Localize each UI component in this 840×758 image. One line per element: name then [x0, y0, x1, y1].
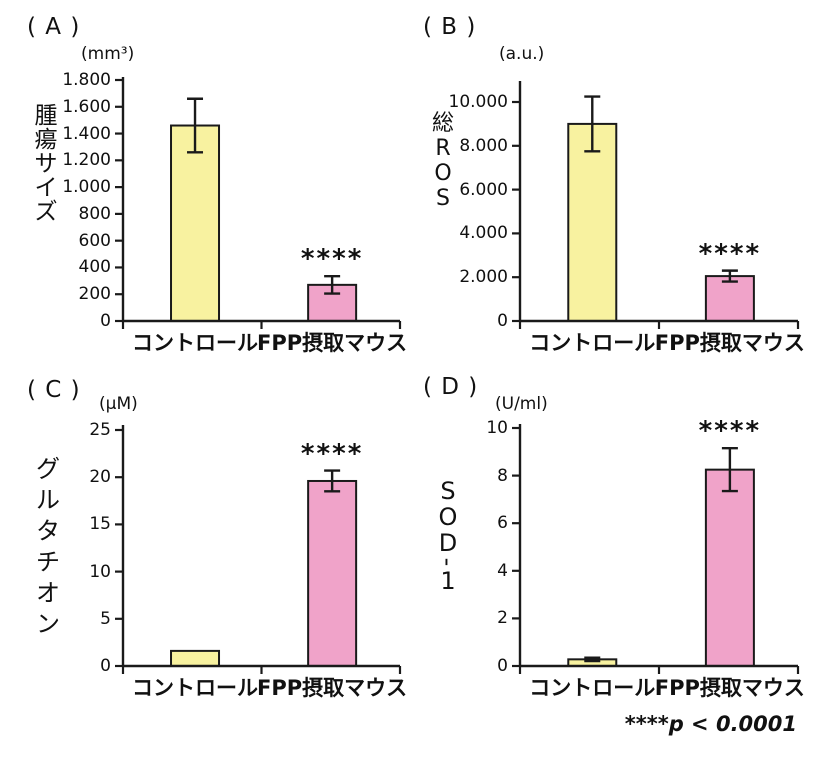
y-tick-label: 4.000	[459, 223, 508, 244]
y-axis-title-char: ズ	[34, 199, 58, 225]
panel-b-label: ( B )	[423, 14, 477, 40]
y-tick-label: 10	[89, 561, 111, 582]
y-tick-label: 25	[89, 420, 111, 440]
panel-c-y-axis-title: グルタチオン	[30, 454, 66, 640]
y-axis-title-char: 総	[431, 111, 454, 136]
y-tick-label: 5	[100, 608, 111, 629]
y-tick-label: 1.800	[62, 70, 111, 90]
y-tick-label: 8.000	[459, 135, 508, 156]
y-axis-title-char: 1	[440, 567, 456, 595]
panel-a-label: ( A )	[27, 14, 81, 40]
significance-footnote: ****p < 0.0001	[624, 712, 797, 736]
y-tick-label: 2.000	[459, 267, 508, 288]
y-axis-title-char: O	[434, 161, 452, 186]
y-tick-label: 8	[497, 465, 508, 486]
panel-d-unit-label: (U/ml)	[495, 394, 548, 414]
y-axis-title-char: D	[438, 529, 458, 557]
category-label-fpp: FPP摂取マウス	[654, 676, 805, 700]
y-axis-title-char: S	[436, 186, 450, 211]
panel-c-unit-label: (μM)	[99, 394, 138, 414]
y-tick-label: 600	[78, 230, 111, 251]
panel-d-label: ( D )	[423, 374, 479, 400]
y-axis-title-char: オ	[36, 579, 60, 607]
panel-c-label: ( C )	[27, 377, 81, 403]
category-label-control: コントロール	[132, 331, 259, 355]
significance-marker: ****	[300, 244, 364, 275]
category-label-control: コントロール	[529, 331, 656, 355]
y-axis-title-char: R	[435, 136, 451, 161]
panel-c-bar-fpp	[307, 479, 358, 668]
y-tick-label: 4	[497, 560, 508, 581]
panel-c-bar-control	[170, 649, 221, 667]
y-tick-label: 0	[100, 656, 111, 676]
y-axis-title-char: ル	[36, 486, 60, 514]
y-axis-title-char: O	[438, 503, 458, 531]
y-tick-label: 1.200	[62, 150, 111, 171]
y-axis-title-char: グ	[36, 455, 60, 483]
y-axis-title-char: ン	[36, 610, 60, 638]
category-label-control: コントロール	[529, 676, 656, 700]
y-axis-title-char: 腫	[34, 103, 58, 129]
y-tick-label: 2	[497, 608, 508, 629]
y-tick-label: 1.000	[62, 177, 111, 198]
y-tick-label: 6.000	[459, 179, 508, 200]
y-tick-label: 15	[89, 514, 111, 535]
y-axis-title-char: チ	[36, 548, 60, 576]
panel-a-unit-label: (mm³)	[81, 44, 135, 64]
y-tick-label: 20	[89, 467, 111, 488]
panel-a-bar-control	[170, 124, 221, 323]
y-tick-label: 10.000	[448, 92, 508, 112]
y-tick-label: 1.400	[62, 123, 111, 144]
y-tick-label: 6	[497, 513, 508, 534]
significance-marker: ****	[698, 238, 762, 269]
y-axis-title-char: サ	[34, 151, 58, 177]
panel-b-unit-label: (a.u.)	[499, 44, 545, 64]
panel-d-bar-fpp	[704, 468, 755, 667]
y-axis-title-char: イ	[34, 175, 58, 201]
y-tick-label: 1.600	[62, 96, 111, 117]
y-tick-label: 800	[78, 203, 111, 224]
panel-b-bar-fpp	[704, 275, 755, 323]
category-label-fpp: FPP摂取マウス	[654, 331, 805, 355]
category-label-fpp: FPP摂取マウス	[257, 676, 408, 700]
y-tick-label: 0	[497, 311, 508, 331]
category-label-fpp: FPP摂取マウス	[257, 331, 408, 355]
y-tick-label: 400	[78, 257, 111, 278]
category-label-control: コントロール	[132, 676, 259, 700]
panel-b-bar-control	[567, 122, 618, 323]
y-axis-title-char: 瘍	[34, 127, 58, 153]
y-axis-title-char: タ	[36, 517, 60, 545]
y-tick-label: 0	[100, 311, 111, 331]
panel-a-y-axis-title: 腫瘍サイズ	[28, 104, 64, 224]
y-tick-label: 0	[497, 656, 508, 676]
significance-marker: ****	[300, 438, 364, 469]
y-tick-label: 10	[486, 418, 508, 438]
significance-marker: ****	[698, 416, 762, 447]
y-tick-label: 200	[78, 284, 111, 305]
y-axis-title-char: S	[440, 477, 456, 505]
